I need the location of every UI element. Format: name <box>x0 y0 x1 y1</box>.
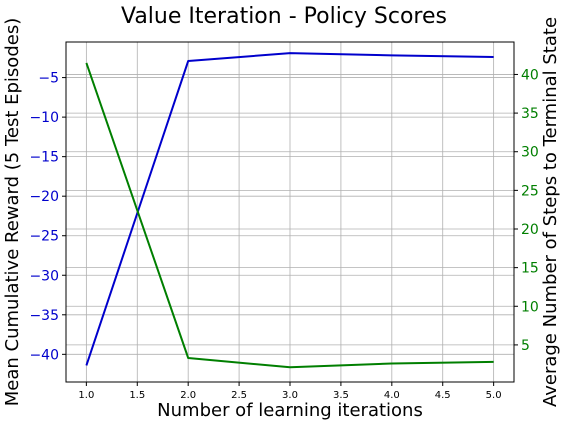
y-left-tick-label: −10 <box>29 110 59 126</box>
y-right-tick-label: 40 <box>521 67 539 83</box>
x-tick-label: 4.0 <box>384 390 400 401</box>
y-right-tick-label: 20 <box>521 222 539 238</box>
y-left-tick-label: −5 <box>38 71 59 87</box>
x-axis: 1.0 1.5 2.0 2.5 3.0 3.5 4.0 4.5 5.0 <box>78 382 502 401</box>
x-tick-label: 1.5 <box>129 390 145 401</box>
y-axis-right-label: Average Number of Steps to Terminal Stat… <box>540 17 561 407</box>
series-layer <box>85 52 494 369</box>
y-axis-left-label: Mean Cumulative Reward (5 Test Episodes) <box>2 18 23 406</box>
y-right-tick-label: 10 <box>521 299 539 315</box>
x-axis-label: Number of learning iterations <box>157 400 423 421</box>
x-tick-label: 2.5 <box>231 390 247 401</box>
y-left-tick-label: −35 <box>29 308 59 324</box>
y-axis-right: 5 10 15 20 25 30 35 40 <box>514 67 539 354</box>
y-left-tick-label: −20 <box>29 189 59 205</box>
x-tick-label: 1.0 <box>78 390 94 401</box>
x-tick-label: 5.0 <box>486 390 502 401</box>
y-axis-left: −5 −10 −15 −20 −25 −30 −35 −40 <box>29 71 66 363</box>
y-left-tick-label: −25 <box>29 229 59 245</box>
y-right-tick-label: 5 <box>521 338 530 354</box>
y-left-tick-label: −15 <box>29 150 59 166</box>
x-tick-label: 4.5 <box>435 390 451 401</box>
y-right-tick-label: 25 <box>521 183 539 199</box>
y-right-tick-label: 35 <box>521 106 539 122</box>
y-right-tick-label: 30 <box>521 145 539 161</box>
x-tick-label: 2.0 <box>180 390 196 401</box>
x-tick-label: 3.5 <box>333 390 349 401</box>
y-right-tick-label: 15 <box>521 261 539 277</box>
chart-title: Value Iteration - Policy Scores <box>121 4 447 29</box>
reward-series-line <box>85 52 494 366</box>
grid <box>66 42 514 382</box>
y-left-tick-label: −40 <box>29 347 59 363</box>
x-tick-label: 3.0 <box>282 390 298 401</box>
y-left-tick-label: −30 <box>29 268 59 284</box>
steps-series-line <box>85 62 494 369</box>
